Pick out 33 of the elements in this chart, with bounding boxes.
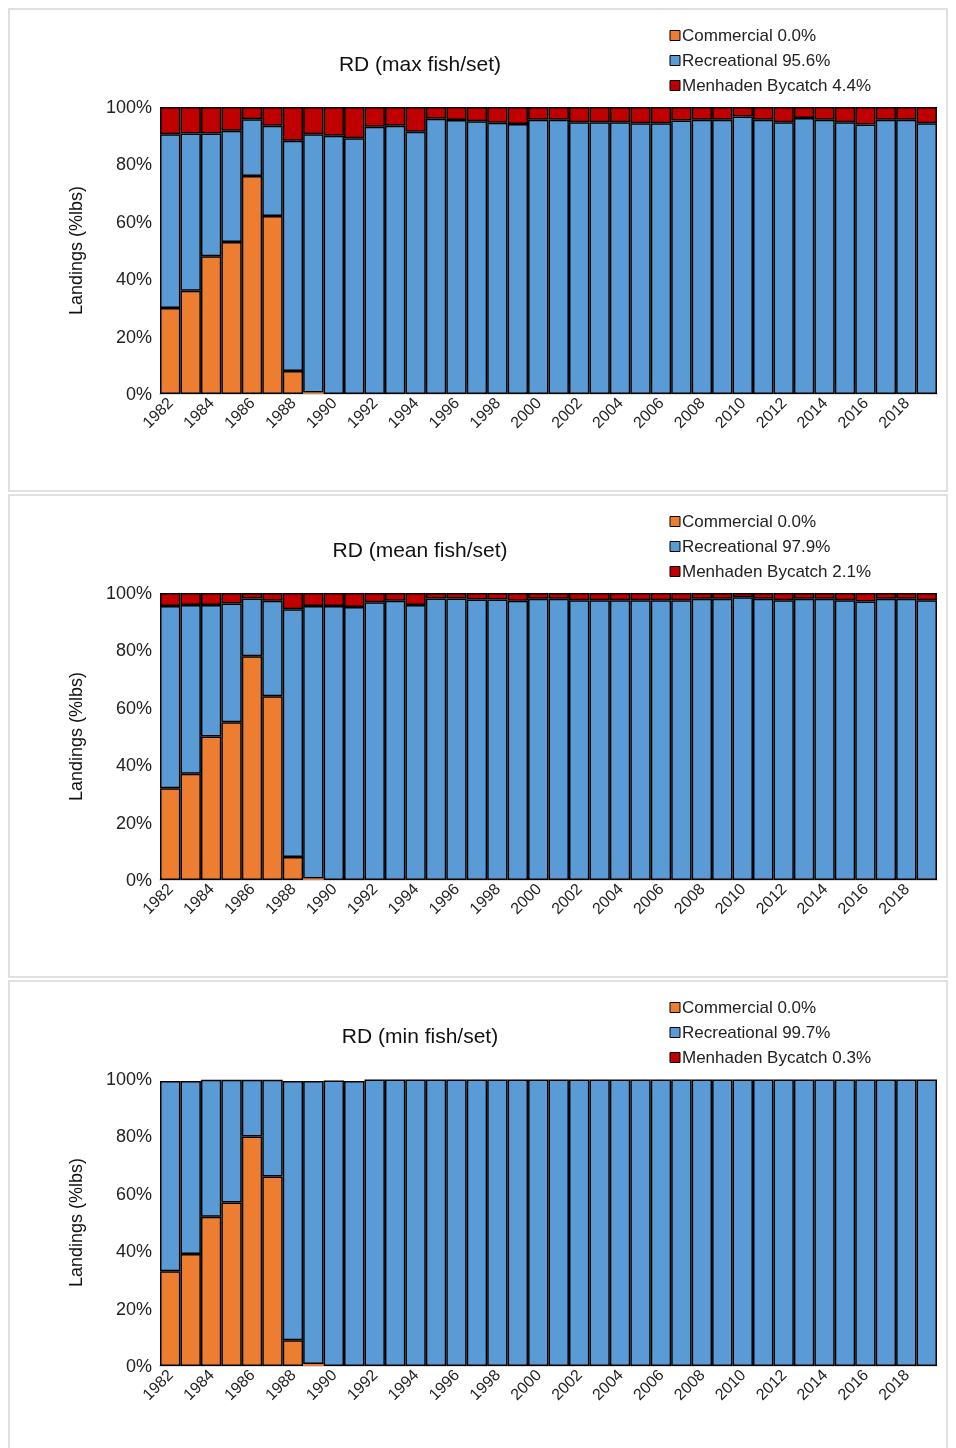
- y-tick-label: 40%: [115, 269, 152, 290]
- legend-label: Commercial 0.0%: [681, 512, 817, 531]
- y-tick-label: 40%: [115, 1241, 152, 1262]
- legend-label: Commercial 0.0%: [681, 26, 817, 45]
- y-tick-label: 40%: [115, 755, 152, 776]
- chart-title: RD (min fish/set): [341, 1024, 499, 1047]
- legend-label: Recreational 95.6%: [681, 51, 831, 70]
- y-tick-label: 0%: [125, 384, 152, 404]
- chart-title: RD (mean fish/set): [332, 538, 508, 561]
- y-tick-label: 0%: [125, 870, 152, 890]
- y-tick-label: 100%: [105, 97, 152, 117]
- y-tick-label: 20%: [115, 1298, 152, 1319]
- chart-title: RD (max fish/set): [338, 52, 502, 75]
- legend-label: Commercial 0.0%: [681, 998, 817, 1017]
- y-axis-title: Landings (%lbs): [66, 1157, 86, 1288]
- y-tick-label: 80%: [115, 1126, 152, 1147]
- y-tick-label: 60%: [115, 211, 152, 232]
- y-tick-label: 80%: [115, 154, 152, 175]
- y-tick-label: 100%: [105, 1069, 152, 1089]
- y-tick-label: 20%: [115, 812, 152, 833]
- y-tick-label: 60%: [115, 697, 152, 718]
- y-tick-label: 100%: [105, 583, 152, 603]
- y-tick-label: 0%: [125, 1356, 152, 1376]
- y-tick-label: 60%: [115, 1183, 152, 1204]
- y-tick-label: 80%: [115, 640, 152, 661]
- legend-label: Recreational 97.9%: [681, 537, 831, 556]
- y-axis-title: Landings (%lbs): [66, 185, 86, 316]
- y-axis-title: Landings (%lbs): [66, 671, 86, 802]
- legend-label: Recreational 99.7%: [681, 1023, 831, 1042]
- y-tick-label: 20%: [115, 326, 152, 347]
- legend-label: Menhaden Bycatch 2.1%: [681, 562, 872, 581]
- legend-label: Menhaden Bycatch 0.3%: [681, 1048, 872, 1067]
- legend-label: Menhaden Bycatch 4.4%: [681, 76, 872, 95]
